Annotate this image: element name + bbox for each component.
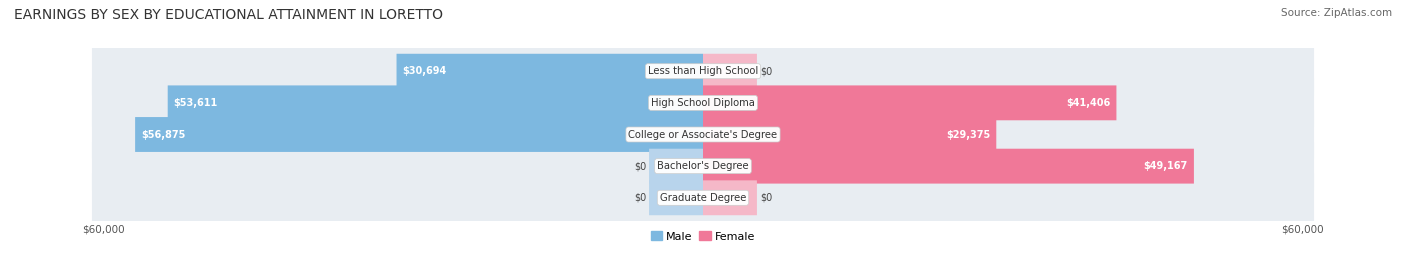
FancyBboxPatch shape [91, 174, 1315, 222]
Text: Source: ZipAtlas.com: Source: ZipAtlas.com [1281, 8, 1392, 18]
Text: $0: $0 [759, 66, 772, 76]
FancyBboxPatch shape [703, 180, 756, 215]
FancyBboxPatch shape [703, 86, 1116, 120]
FancyBboxPatch shape [91, 79, 1315, 127]
Text: $29,375: $29,375 [946, 129, 990, 140]
FancyBboxPatch shape [650, 180, 703, 215]
Text: $30,694: $30,694 [402, 66, 447, 76]
FancyBboxPatch shape [703, 117, 997, 152]
Text: $49,167: $49,167 [1143, 161, 1188, 171]
Text: Less than High School: Less than High School [648, 66, 758, 76]
FancyBboxPatch shape [91, 142, 1315, 190]
Text: College or Associate's Degree: College or Associate's Degree [628, 129, 778, 140]
FancyBboxPatch shape [703, 54, 756, 89]
Text: Bachelor's Degree: Bachelor's Degree [657, 161, 749, 171]
Text: $0: $0 [634, 161, 647, 171]
FancyBboxPatch shape [396, 54, 703, 89]
Legend: Male, Female: Male, Female [647, 227, 759, 246]
Text: $0: $0 [634, 193, 647, 203]
Text: $41,406: $41,406 [1066, 98, 1111, 108]
Text: $0: $0 [759, 193, 772, 203]
FancyBboxPatch shape [703, 149, 1194, 183]
Text: $56,875: $56,875 [141, 129, 186, 140]
Text: $53,611: $53,611 [174, 98, 218, 108]
FancyBboxPatch shape [91, 111, 1315, 158]
FancyBboxPatch shape [135, 117, 703, 152]
FancyBboxPatch shape [650, 149, 703, 183]
Text: Graduate Degree: Graduate Degree [659, 193, 747, 203]
FancyBboxPatch shape [91, 47, 1315, 95]
Text: EARNINGS BY SEX BY EDUCATIONAL ATTAINMENT IN LORETTO: EARNINGS BY SEX BY EDUCATIONAL ATTAINMEN… [14, 8, 443, 22]
Text: High School Diploma: High School Diploma [651, 98, 755, 108]
FancyBboxPatch shape [167, 86, 703, 120]
